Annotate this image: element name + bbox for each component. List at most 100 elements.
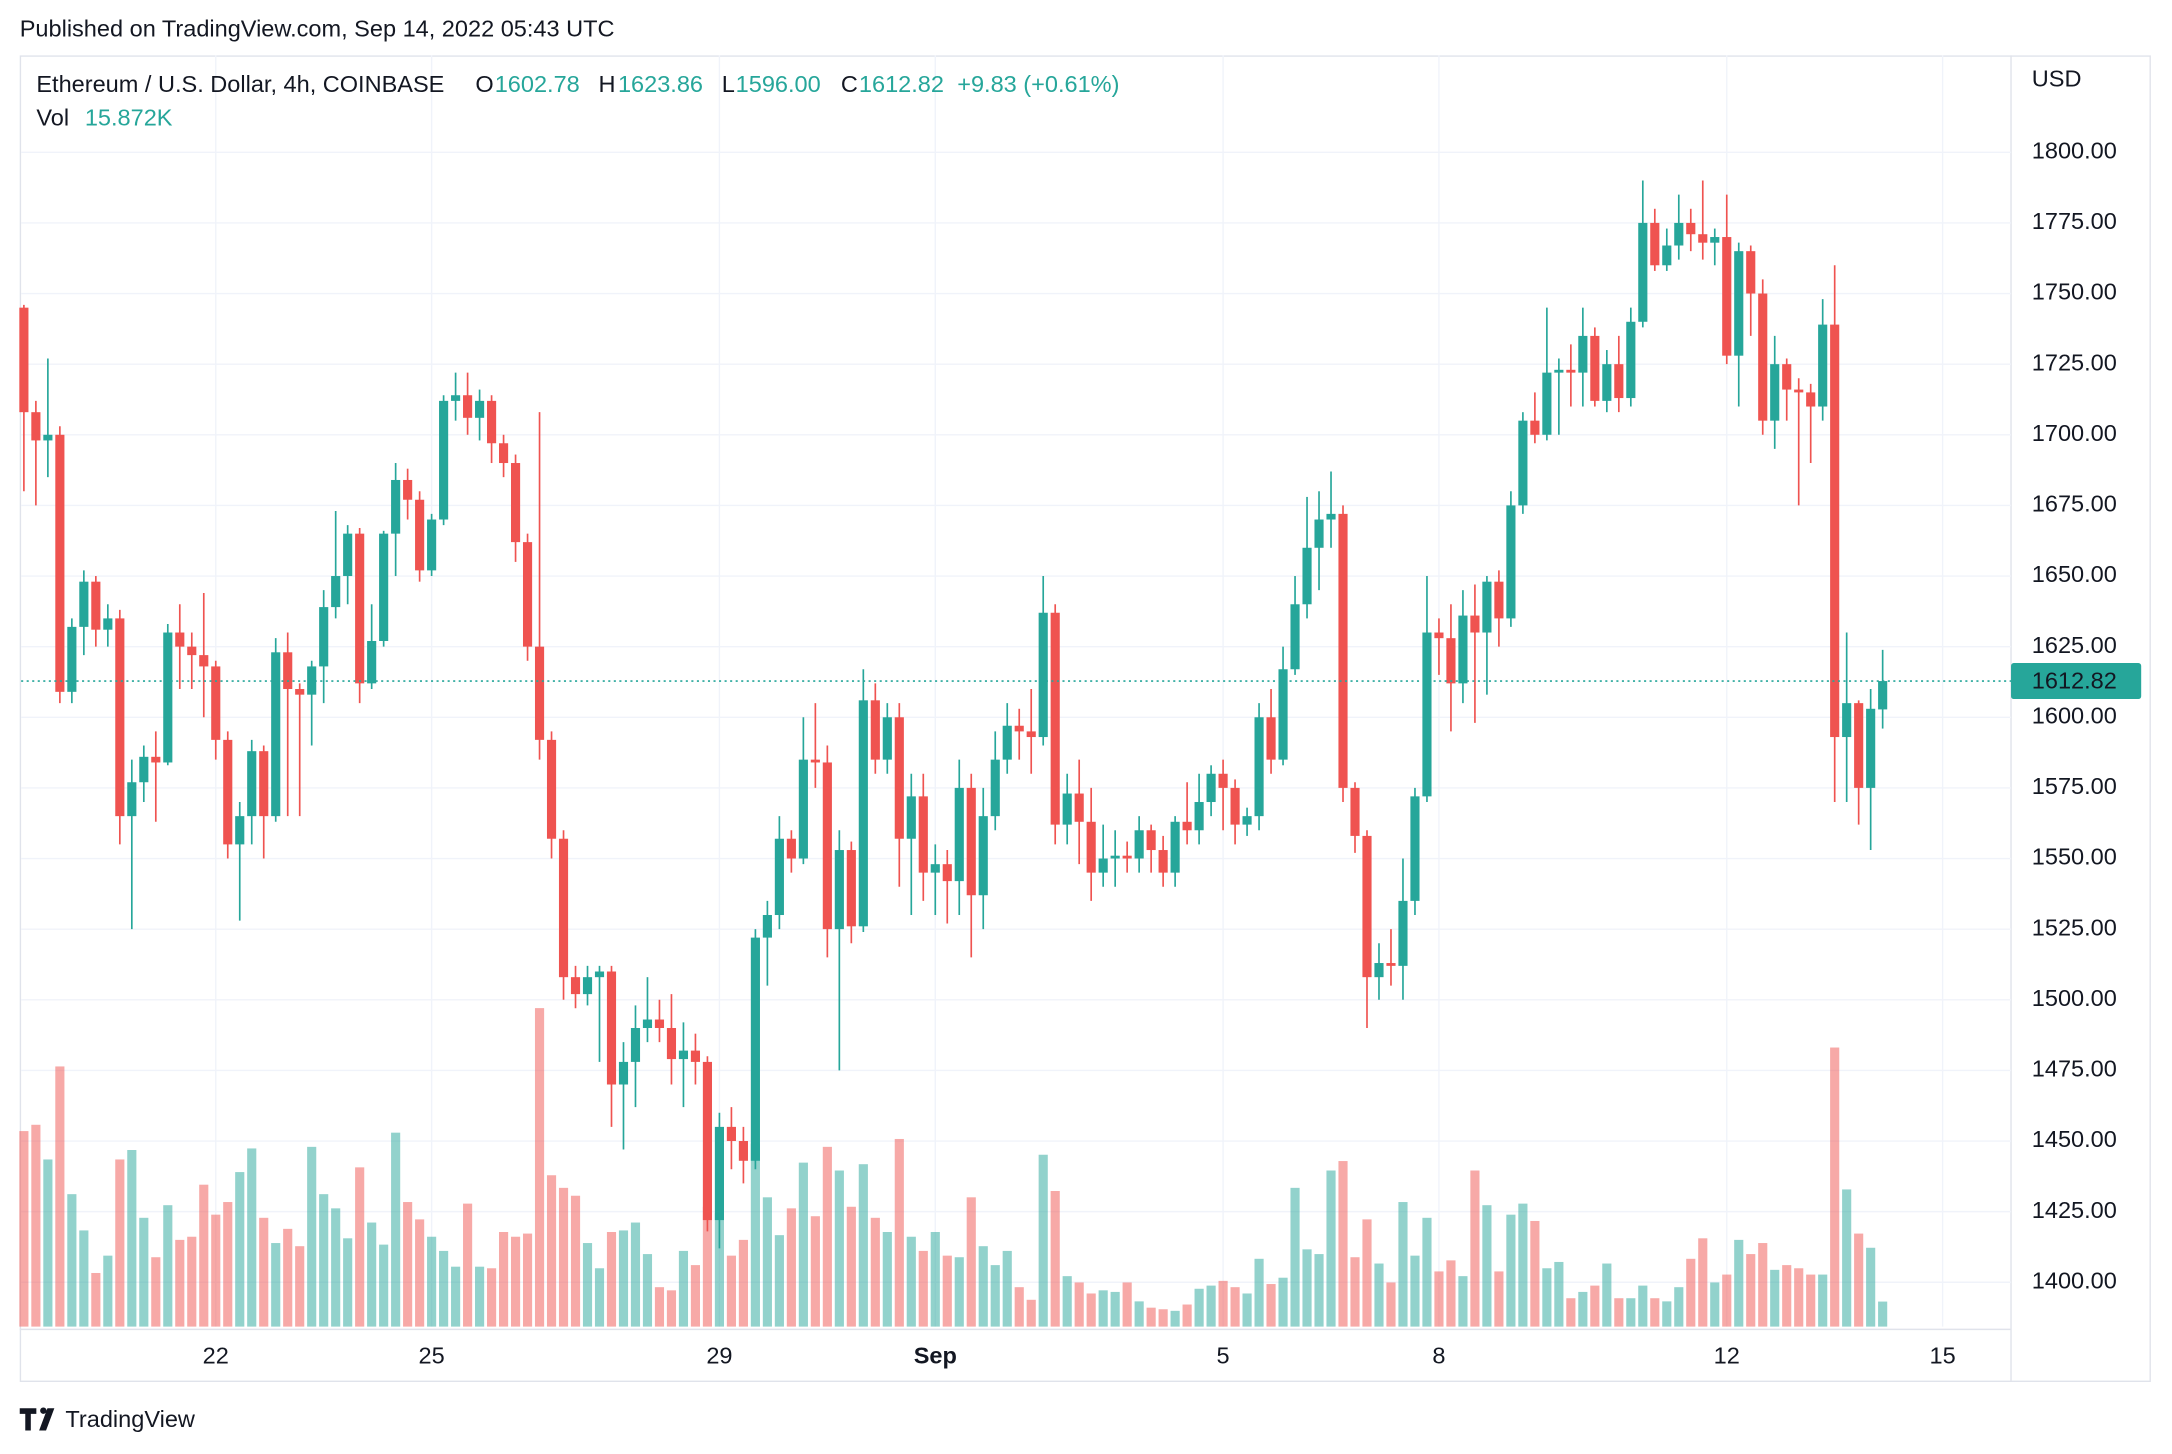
candle-body — [1074, 793, 1084, 822]
candle-body — [534, 646, 545, 740]
volume-bar — [834, 1170, 844, 1327]
volume-bar — [786, 1208, 796, 1327]
candle-body — [1218, 773, 1228, 788]
candle-body — [103, 618, 113, 630]
candle-body — [175, 632, 185, 647]
ohlc-value: 1623.86 — [618, 71, 703, 97]
volume-bar — [570, 1195, 581, 1327]
volume-bar — [1278, 1277, 1288, 1327]
candle-body — [355, 533, 365, 684]
candle-body — [1782, 364, 1792, 390]
volume-bar — [1326, 1170, 1336, 1327]
volume-bar — [1458, 1276, 1468, 1327]
volume-bar — [1494, 1271, 1504, 1327]
candle-body — [67, 626, 77, 692]
candle-body — [570, 977, 581, 995]
volume-bar — [1290, 1187, 1300, 1327]
candle-body — [1098, 858, 1108, 873]
candle-body — [31, 412, 41, 441]
candle-body — [822, 762, 832, 930]
candle-body — [1242, 816, 1252, 825]
volume-bar — [1854, 1233, 1864, 1327]
volume-bar — [1866, 1247, 1876, 1327]
candle-body — [786, 838, 796, 859]
volume-bar — [1218, 1280, 1228, 1327]
candle-body — [379, 533, 389, 641]
volume-bar — [1146, 1307, 1156, 1327]
candle-body — [259, 751, 269, 817]
volume-bar — [882, 1231, 892, 1327]
volume-bar — [1050, 1191, 1060, 1327]
candle-body — [882, 717, 892, 760]
volume-bar — [714, 1213, 724, 1327]
candle-body — [1794, 389, 1804, 393]
candle-body — [714, 1126, 724, 1221]
candle-body — [1086, 821, 1096, 873]
candle-body — [1686, 222, 1696, 235]
candle-body — [139, 756, 149, 783]
volume-bar — [750, 1143, 760, 1327]
y-tick-label: 1575.00 — [2032, 773, 2117, 799]
candle-body — [367, 640, 377, 684]
y-tick-label: 1675.00 — [2032, 491, 2117, 517]
candle-body — [1134, 830, 1144, 859]
candle-body — [307, 666, 317, 695]
candle-body — [1554, 369, 1564, 373]
volume-bar — [235, 1172, 245, 1327]
footer-brand: TradingView — [65, 1406, 195, 1432]
volume-bar — [151, 1257, 161, 1327]
volume-bar — [858, 1164, 868, 1327]
candle-body — [966, 787, 976, 896]
volume-bar — [1182, 1304, 1192, 1327]
y-tick-label: 1500.00 — [2032, 985, 2117, 1011]
volume-bar — [618, 1230, 629, 1327]
candle-body — [1398, 900, 1408, 966]
ohlc-name: O — [475, 71, 493, 97]
volume-bar — [1254, 1258, 1264, 1327]
volume-bar — [259, 1217, 269, 1327]
volume-bar — [439, 1250, 449, 1327]
volume-bar — [1566, 1298, 1576, 1327]
last-price-label: 1612.82 — [2032, 668, 2117, 694]
candle-body — [1698, 234, 1708, 243]
volume-bar — [1530, 1220, 1540, 1327]
candle-body — [582, 977, 593, 995]
candle-body — [1254, 717, 1264, 817]
volume-bar — [355, 1167, 365, 1327]
volume-value: 15.872K — [85, 104, 173, 130]
candle-body — [774, 838, 784, 916]
candle-body — [1662, 245, 1672, 266]
candle-body — [439, 400, 449, 520]
candle-body — [1350, 787, 1360, 836]
last-price-tag — [2011, 663, 2142, 700]
candle-body — [738, 1141, 748, 1161]
volume-bar — [606, 1231, 617, 1327]
footer-logo: TradingView — [19, 1406, 196, 1432]
candle-body — [750, 937, 760, 1161]
candle-body — [1506, 505, 1516, 619]
candle-body — [522, 542, 533, 647]
candle-body — [295, 689, 305, 695]
candle-body — [271, 652, 281, 817]
candle-body — [1710, 237, 1720, 243]
candle-body — [1002, 725, 1012, 760]
candle-body — [1302, 547, 1312, 605]
candle-body — [798, 759, 808, 859]
volume-bar — [487, 1268, 497, 1327]
volume-bar — [558, 1187, 569, 1327]
volume-bar — [954, 1257, 964, 1327]
volume-bar — [1470, 1170, 1480, 1327]
candle-body — [1806, 392, 1816, 407]
volume-bar — [774, 1235, 784, 1327]
candle-body — [247, 751, 257, 817]
chart-frame — [19, 55, 2151, 1382]
candle-body — [1182, 821, 1192, 831]
volume-bar — [187, 1236, 197, 1327]
volume-bar — [1314, 1254, 1324, 1327]
volume-bar — [379, 1244, 389, 1327]
candle-body — [1434, 632, 1444, 639]
price-change: +9.83 (+0.61%) — [957, 71, 1119, 97]
y-tick-label: 1450.00 — [2032, 1126, 2117, 1152]
x-tick-label: 22 — [203, 1342, 229, 1368]
